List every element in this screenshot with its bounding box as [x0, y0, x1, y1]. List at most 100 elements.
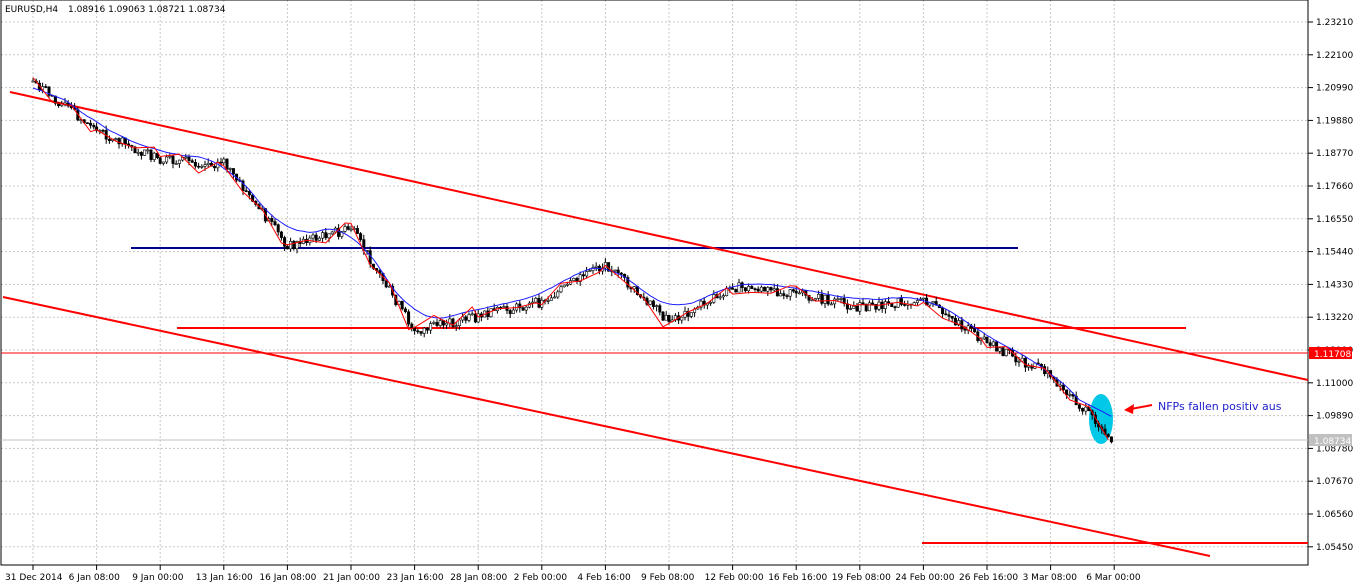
candle-body	[432, 322, 436, 324]
price-tick-label: 1.07670	[1316, 477, 1353, 487]
candle-body	[502, 306, 506, 308]
candle-body	[655, 305, 659, 307]
candle-body	[531, 301, 535, 304]
candle-body	[820, 293, 824, 304]
candle-body	[1068, 394, 1072, 396]
candle-body	[588, 270, 592, 272]
candle-body	[553, 296, 557, 299]
candle-body	[782, 293, 786, 296]
candle-body	[457, 319, 461, 326]
candle-body	[197, 165, 201, 168]
candle-body	[473, 313, 477, 323]
candle-body	[213, 165, 217, 169]
candle-body	[556, 291, 560, 298]
candle-body	[441, 320, 445, 326]
price-tick-label: 1.06560	[1316, 510, 1353, 520]
candle-body	[991, 341, 995, 346]
price-tick-label: 1.15440	[1316, 248, 1353, 258]
candle-body	[867, 302, 871, 312]
candle-body	[403, 308, 407, 313]
candle-body	[864, 303, 868, 312]
candle-body	[276, 224, 280, 233]
time-tick-label: 16 Feb 16:00	[768, 573, 827, 583]
annotation-arrow-head	[1124, 404, 1134, 414]
candle-body	[709, 302, 713, 304]
candle-body	[343, 226, 347, 232]
candle-body	[273, 221, 277, 226]
candle-body	[616, 269, 620, 274]
candle-body	[880, 301, 884, 309]
candle-body	[241, 180, 245, 191]
candle-body	[747, 286, 751, 292]
price-tick-label: 1.22100	[1316, 51, 1353, 61]
time-tick-label: 16 Jan 08:00	[259, 573, 316, 583]
candle-body	[807, 295, 811, 301]
time-axis: 31 Dec 2014 6 Jan 08:00 9 Jan 00:00 13 Jan …	[5, 565, 1141, 583]
candle-body	[651, 300, 655, 307]
candle-body	[359, 233, 363, 240]
candle-body	[982, 336, 986, 340]
price-tick-label: 1.19880	[1316, 116, 1353, 126]
candle-body	[988, 342, 992, 346]
candle-body	[734, 289, 738, 293]
candle-body	[518, 303, 522, 309]
candle-body	[190, 160, 194, 163]
candle-body	[410, 323, 414, 329]
candle-body	[324, 232, 328, 239]
candle-body	[435, 322, 439, 326]
candle-body	[565, 283, 569, 286]
candle-body	[944, 313, 948, 316]
candle-body	[292, 241, 296, 250]
candle-body	[139, 152, 143, 156]
candle-body	[117, 138, 121, 145]
candle-body	[534, 297, 538, 303]
candle-body	[279, 231, 283, 238]
time-tick-label: 19 Feb 08:00	[832, 573, 891, 583]
candle-body	[407, 311, 411, 325]
candle-body	[168, 155, 172, 158]
candle-body	[661, 311, 665, 321]
candle-body	[953, 317, 957, 326]
candle-body	[1106, 434, 1110, 438]
candle-body	[384, 280, 388, 288]
lower-trendline[interactable]	[2, 296, 1211, 557]
price-tick-label: 1.18770	[1316, 149, 1353, 159]
candle-body	[270, 218, 274, 222]
candle-body	[149, 149, 153, 160]
candle-body	[871, 302, 875, 305]
candle-body	[699, 300, 703, 308]
candle-body	[1023, 357, 1027, 368]
candle-body	[451, 318, 455, 327]
candle-body	[572, 278, 576, 281]
candle-body	[559, 286, 563, 293]
candle-body	[562, 284, 566, 288]
candle-body	[737, 282, 741, 293]
candle-body	[836, 298, 840, 301]
candle-body	[887, 301, 891, 304]
price-tick-label: 1.05450	[1316, 543, 1353, 553]
candle-body	[632, 286, 636, 290]
candle-body	[664, 314, 668, 321]
candle-body	[794, 290, 798, 294]
candle-body	[852, 305, 856, 309]
time-tick-label: 26 Feb 16:00	[959, 573, 1018, 583]
price-tick-label: 1.20990	[1316, 84, 1353, 94]
candle-body	[750, 286, 754, 290]
time-tick-label: 21 Jan 00:00	[323, 573, 380, 583]
candle-body	[756, 288, 760, 292]
candle-body	[187, 156, 191, 161]
candle-body	[833, 298, 837, 305]
candle-body	[626, 277, 630, 288]
candle-body	[92, 124, 96, 128]
time-tick-label: 12 Feb 00:00	[705, 573, 764, 583]
candle-body	[476, 313, 480, 323]
candle-body	[985, 336, 989, 344]
candle-body	[753, 288, 757, 291]
upper-trendline[interactable]	[9, 91, 1309, 381]
price-tick-label: 1.23210	[1316, 18, 1353, 28]
candle-body	[107, 138, 111, 141]
candle-body	[883, 301, 887, 309]
price-tick-label: 1.08780	[1316, 444, 1353, 454]
